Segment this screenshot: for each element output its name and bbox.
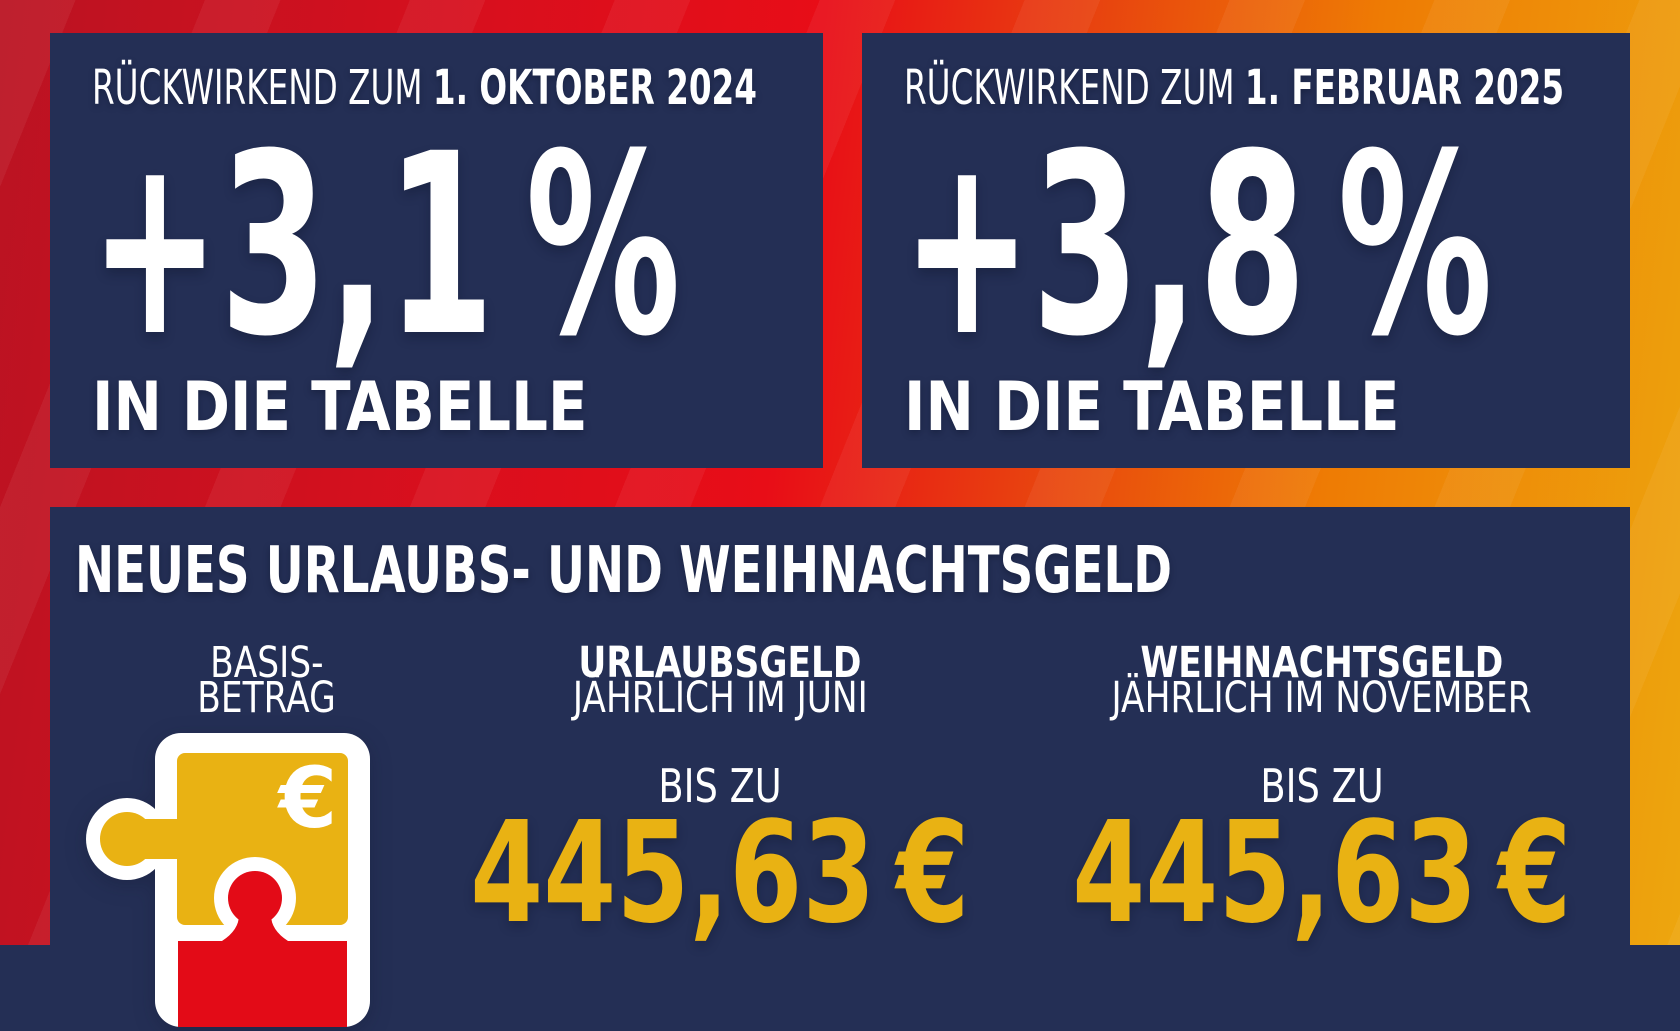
basis-line1: BASIS- bbox=[210, 638, 324, 688]
urlaubsgeld-biszu: BIS ZU bbox=[658, 759, 782, 813]
basis-line2: BETRAG bbox=[197, 673, 337, 723]
urlaubsgeld-schedule: JÄHRLICH IM JUNI bbox=[572, 673, 868, 723]
puzzle-euro-icon: € bbox=[80, 733, 380, 1027]
urlaubsgeld-name: URLAUBSGELD bbox=[578, 638, 862, 688]
weihnachtsgeld-schedule: JÄHRLICH IM NOVEMBER bbox=[1111, 673, 1533, 723]
basis-header: BASIS- BETRAG bbox=[0, 638, 617, 723]
card-october-label-regular: RÜCKWIRKEND ZUM bbox=[92, 60, 423, 116]
card-october-label-date: 1. OKTOBER 2024 bbox=[432, 60, 757, 116]
urlaubsgeld-amount: 445,63 € bbox=[470, 792, 970, 955]
card-february-label: RÜCKWIRKEND ZUM 1. FEBRUAR 2025 bbox=[904, 64, 1680, 112]
card-tariff-february: RÜCKWIRKEND ZUM 1. FEBRUAR 2025 +3,8 % I… bbox=[862, 33, 1630, 468]
card-february-label-date: 1. FEBRUAR 2025 bbox=[1244, 60, 1565, 116]
card-october-label: RÜCKWIRKEND ZUM 1. OKTOBER 2024 bbox=[92, 64, 1070, 112]
urlaubsgeld-header: URLAUBSGELD JÄHRLICH IM JUNI bbox=[370, 638, 1070, 723]
card-october-percent: +3,1 % bbox=[90, 100, 681, 391]
panel-bonus-title: NEUES URLAUBS- UND WEIHNACHTSGELD bbox=[75, 534, 1173, 608]
card-february-label-regular: RÜCKWIRKEND ZUM bbox=[904, 60, 1235, 116]
weihnachtsgeld-biszu: BIS ZU bbox=[1260, 759, 1384, 813]
weihnachtsgeld-amount: 445,63 € bbox=[1072, 792, 1572, 955]
weihnachtsgeld-header: WEIHNACHTSGELD JÄHRLICH IM NOVEMBER bbox=[972, 638, 1672, 723]
card-february-subline: IN DIE TABELLE bbox=[904, 368, 1400, 447]
panel-bonus: NEUES URLAUBS- UND WEIHNACHTSGELD BASIS-… bbox=[50, 507, 1630, 1027]
svg-text:€: € bbox=[277, 749, 337, 847]
card-tariff-october: RÜCKWIRKEND ZUM 1. OKTOBER 2024 +3,1 % I… bbox=[50, 33, 823, 468]
card-october-subline: IN DIE TABELLE bbox=[92, 368, 588, 447]
weihnachtsgeld-name: WEIHNACHTSGELD bbox=[1140, 638, 1504, 688]
card-february-percent: +3,8 % bbox=[902, 100, 1493, 391]
